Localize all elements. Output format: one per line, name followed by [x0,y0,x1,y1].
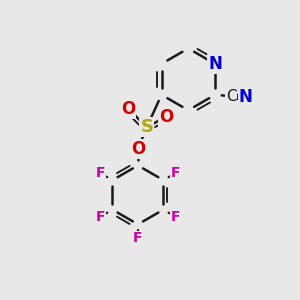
Text: F: F [95,210,105,224]
Text: F: F [171,210,180,224]
Text: N: N [208,55,222,73]
Text: O: O [159,108,173,126]
Text: C: C [226,89,236,104]
Text: F: F [133,232,143,245]
Text: F: F [95,166,105,180]
Text: N: N [239,88,253,106]
Text: O: O [122,100,136,118]
Text: F: F [171,166,180,180]
Text: O: O [131,140,145,158]
Text: S: S [140,118,153,136]
